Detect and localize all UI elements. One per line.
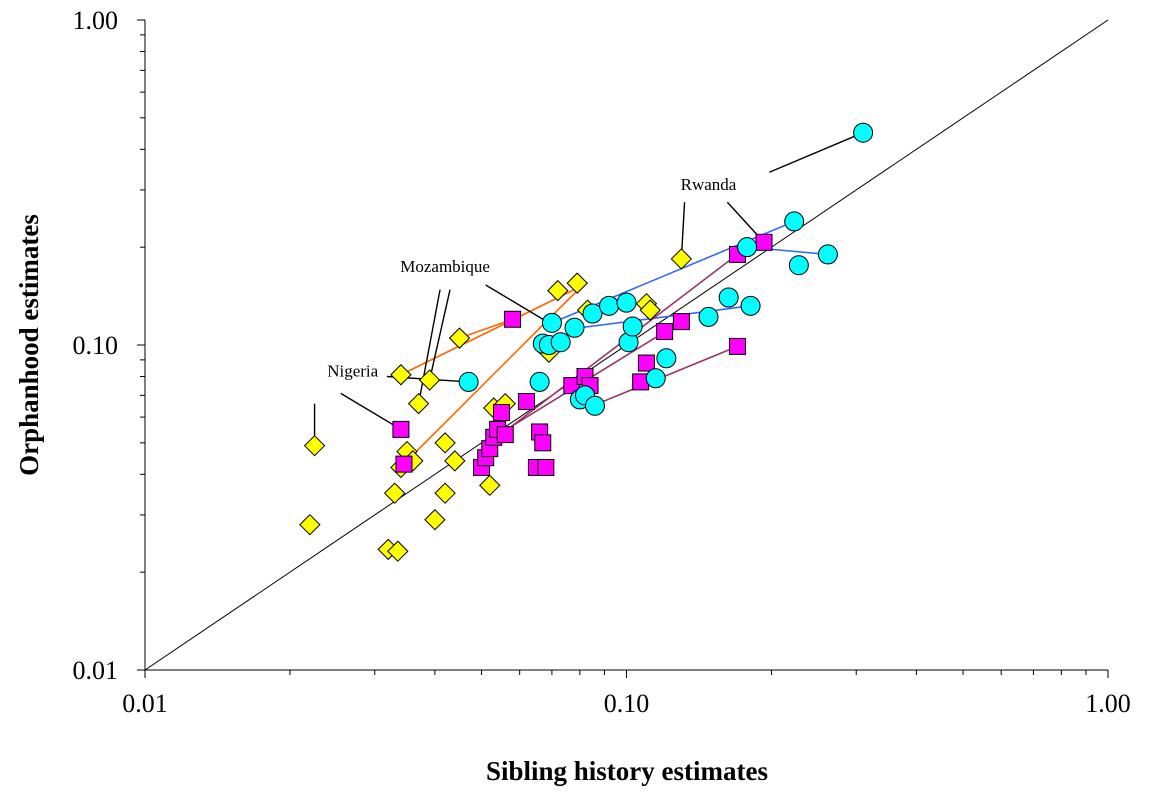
- square-point: [504, 310, 522, 328]
- x-axis-title: Sibling history estimates: [486, 756, 768, 786]
- annotation-pointer: [340, 392, 402, 430]
- square-point: [534, 434, 552, 452]
- x-tick-label: 1.00: [1085, 689, 1131, 718]
- circle-point: [853, 122, 874, 143]
- annotation-pointer: [417, 289, 441, 404]
- circle-point: [698, 306, 719, 327]
- diamond-point: [434, 432, 456, 454]
- connector-line: [489, 253, 738, 444]
- annotation-pointer: [485, 284, 550, 324]
- circle-point: [817, 244, 838, 265]
- diamond-point: [444, 450, 466, 472]
- diamond-point: [448, 327, 471, 349]
- circle-point: [645, 368, 666, 389]
- square-point: [496, 426, 514, 444]
- annotation-pointer: [769, 132, 864, 173]
- y-tick-label: 0.01: [73, 656, 119, 685]
- circle-point: [622, 316, 643, 337]
- square-point: [637, 354, 655, 372]
- circle-point: [788, 255, 809, 276]
- circle-point: [582, 303, 603, 324]
- circle-point: [529, 371, 550, 392]
- square-point: [395, 455, 413, 473]
- square-point: [392, 420, 410, 438]
- square-point: [537, 458, 555, 476]
- y-axis-title: Orphanhood estimates: [14, 214, 44, 476]
- circle-point: [616, 292, 637, 313]
- diamond-point: [670, 248, 693, 270]
- diamond-point: [479, 474, 501, 497]
- circle-point: [564, 317, 585, 338]
- x-tick-label: 0.10: [604, 689, 650, 718]
- circle-point: [740, 295, 761, 316]
- y-tick-label: 0.10: [73, 331, 119, 360]
- square-point: [492, 403, 510, 421]
- circle-point: [737, 237, 758, 258]
- circle-point: [718, 287, 739, 308]
- x-tick-label: 0.01: [122, 689, 168, 718]
- diamond-point: [383, 482, 406, 504]
- annotation-labels-layer: Rwanda Mozambique Nigeria: [327, 175, 737, 381]
- diamond-point: [299, 513, 321, 536]
- square-point: [518, 393, 536, 411]
- diamond-point: [434, 482, 456, 504]
- diamond-point: [407, 392, 430, 415]
- square-point: [755, 233, 773, 251]
- y-tick-label: 1.00: [73, 6, 119, 35]
- diamond-point: [639, 299, 661, 321]
- circle-point: [541, 312, 562, 333]
- diamond-point: [390, 364, 412, 386]
- diamond-point: [387, 540, 409, 562]
- data-points-layer: [299, 122, 874, 562]
- connector-line: [579, 305, 751, 329]
- annotation-pointer: [428, 289, 451, 381]
- circle-point: [784, 211, 805, 232]
- diamond-point: [547, 279, 569, 302]
- diamond-point: [424, 509, 446, 531]
- circle-point: [584, 395, 605, 416]
- circle-point: [656, 348, 677, 369]
- circle-point: [550, 332, 571, 353]
- tick-labels-layer: 0.01 0.10 1.00 0.01 0.10 1.00: [73, 6, 1131, 718]
- square-point: [672, 313, 690, 331]
- diamond-point: [418, 369, 441, 391]
- square-point: [656, 323, 674, 341]
- square-point: [728, 337, 746, 355]
- connector-line: [459, 318, 513, 339]
- diamond-point: [303, 434, 326, 457]
- annotation-label: Rwanda: [681, 175, 737, 194]
- circle-point: [458, 371, 479, 392]
- annotation-label: Mozambique: [400, 257, 490, 276]
- circle-point: [599, 295, 620, 316]
- annotation-label: Nigeria: [327, 361, 378, 380]
- diamond-point: [566, 272, 588, 294]
- axes-layer: [137, 19, 1109, 678]
